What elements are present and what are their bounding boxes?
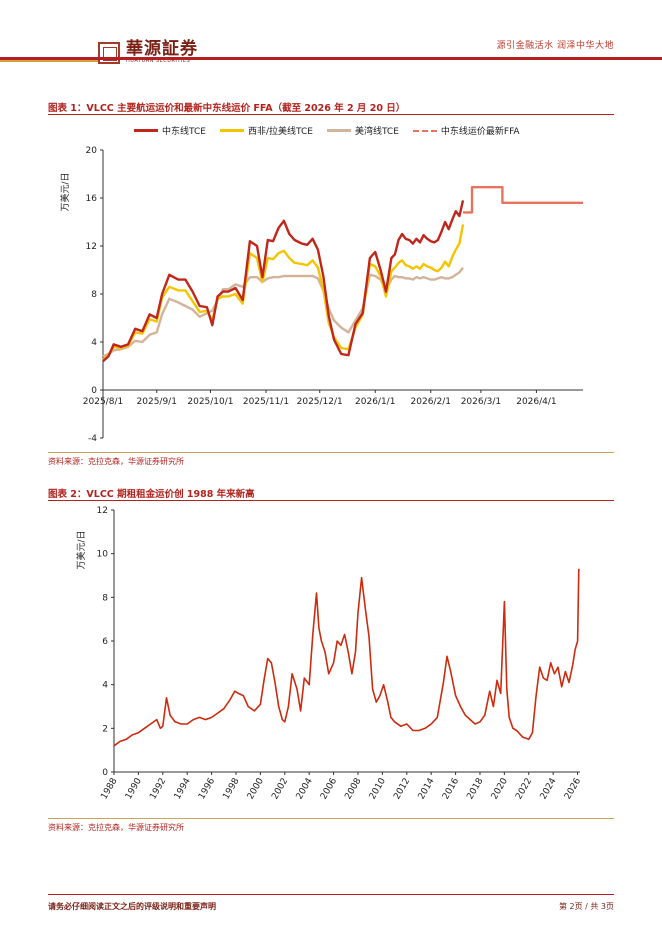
brand-name-en: HUAYUAN SECURITIES: [126, 58, 191, 64]
legend-label: 中东线运价最新FFA: [440, 127, 520, 137]
y-tick-label: 0: [91, 386, 97, 396]
x-tick-label: 2025/10/1: [187, 397, 233, 407]
y-tick-label: 0: [102, 768, 108, 778]
x-tick-label: 1996: [197, 776, 217, 801]
header-slogan: 源引金融活水 润泽中华大地: [496, 41, 614, 51]
x-tick-label: 2022: [514, 777, 534, 802]
x-tick-label: 2000: [246, 776, 266, 801]
x-tick-label: 1998: [221, 776, 241, 801]
series-line-2: [102, 266, 464, 358]
x-tick-label: 1990: [124, 776, 144, 801]
legend-swatch: [326, 129, 351, 132]
y-tick-label: 16: [86, 194, 98, 204]
x-tick-label: 2020: [490, 776, 510, 801]
x-tick-label: 2006: [319, 776, 339, 801]
legend-item-wafrica: 西非/拉美线TCE: [219, 124, 313, 137]
x-tick-label: 2014: [417, 776, 437, 801]
legend-swatch: [219, 129, 244, 132]
legend-label: 中东线TCE: [162, 127, 206, 137]
y-tick-label: 20: [86, 146, 98, 156]
header-divider: [0, 57, 662, 60]
series-line-3: [463, 186, 583, 214]
x-tick-label: 2004: [295, 776, 315, 801]
series-line-1: [102, 224, 465, 361]
y-tick-label: 2: [102, 724, 108, 734]
figure-2-source: 资料来源：克拉克森，华源证券研究所: [48, 823, 184, 832]
x-tick-label: 2012: [392, 777, 412, 802]
x-tick-label: 2008: [343, 776, 363, 801]
y-tick-label: -4: [88, 434, 97, 444]
figure-1-legend: 中东线TCE 西非/拉美线TCE 美湾线TCE 中东线运价最新FFA: [134, 124, 534, 137]
seal-icon: [98, 41, 120, 64]
figure-1-title: 图表 1：VLCC 主要航运运价和最新中东线运价 FFA（截至 2026 年 2…: [48, 103, 406, 114]
figure-2-bottom-rule: [48, 818, 614, 819]
y-tick-label: 8: [91, 290, 97, 300]
chart-1: 20 16 12 8 4 0 -4 万美元/日 2025/8/1 2025/9/1 2025/10/…: [59, 146, 583, 444]
series-line-0: [102, 200, 465, 363]
x-tick-label: 2016: [441, 776, 461, 801]
y-tick-label: 8: [102, 593, 108, 603]
x-tick-label: 2026/4/1: [516, 397, 556, 407]
legend-swatch: [412, 129, 437, 132]
y-tick-label: 4: [102, 681, 108, 691]
y-axis-label: 万美元/日: [59, 172, 71, 211]
figure-1-bottom-rule: [48, 452, 614, 453]
x-tick-label: 2026/3/1: [461, 397, 501, 407]
header-accent: [0, 60, 98, 62]
legend-item-ffa: 中东线运价最新FFA: [412, 124, 520, 137]
x-tick-label: 2025/9/1: [137, 397, 177, 407]
legend-label: 西非/拉美线TCE: [247, 127, 313, 137]
y-tick-label: 12: [86, 242, 97, 252]
x-tick-label: 2018: [465, 776, 485, 801]
x-tick-label: 2024: [539, 776, 559, 801]
legend-item-usgulf: 美湾线TCE: [326, 124, 399, 137]
x-tick-label: 2026/1/1: [355, 397, 395, 407]
figure-1-source: 资料来源：克拉克森，华源证券研究所: [48, 457, 184, 466]
x-tick-label: 1988: [99, 776, 119, 801]
footer-disclaimer: 请务必仔细阅读正文之后的评级说明和重要声明: [48, 902, 216, 911]
brand-name: 華源証券: [126, 39, 198, 59]
y-tick-label: 10: [97, 550, 109, 560]
y-tick-label: 12: [97, 506, 108, 516]
x-tick-label: 1992: [148, 777, 168, 802]
x-tick-label: 2026: [563, 776, 583, 801]
footer-divider: [48, 894, 614, 895]
brand-logo: 華源証券 HUAYUAN SECURITIES: [98, 40, 198, 65]
x-tick-label: 2025/11/1: [243, 397, 289, 407]
figure-2-title: 图表 2：VLCC 期租租金运价创 1988 年来新高: [48, 489, 255, 500]
figure-1-top-rule: [48, 114, 614, 115]
x-tick-label: 2025/8/1: [83, 397, 123, 407]
y-tick-label: 6: [102, 637, 108, 647]
series-line-vlcc-tc: [113, 568, 580, 747]
y-tick-label: 4: [91, 338, 97, 348]
x-tick-label: 2025/12/1: [297, 397, 343, 407]
page-number: 第 2页 / 共 3页: [558, 902, 614, 911]
legend-swatch: [134, 129, 158, 132]
x-tick-label: 2002: [270, 777, 290, 802]
y-axis-label: 万美元/日: [75, 530, 87, 569]
x-tick-label: 2026/2/1: [411, 397, 451, 407]
x-tick-label: 1994: [173, 776, 193, 801]
x-tick-label: 2010: [368, 776, 388, 801]
legend-label: 美湾线TCE: [354, 127, 399, 137]
legend-item-mideast: 中东线TCE: [134, 124, 206, 137]
figure-2-top-rule: [48, 500, 614, 501]
